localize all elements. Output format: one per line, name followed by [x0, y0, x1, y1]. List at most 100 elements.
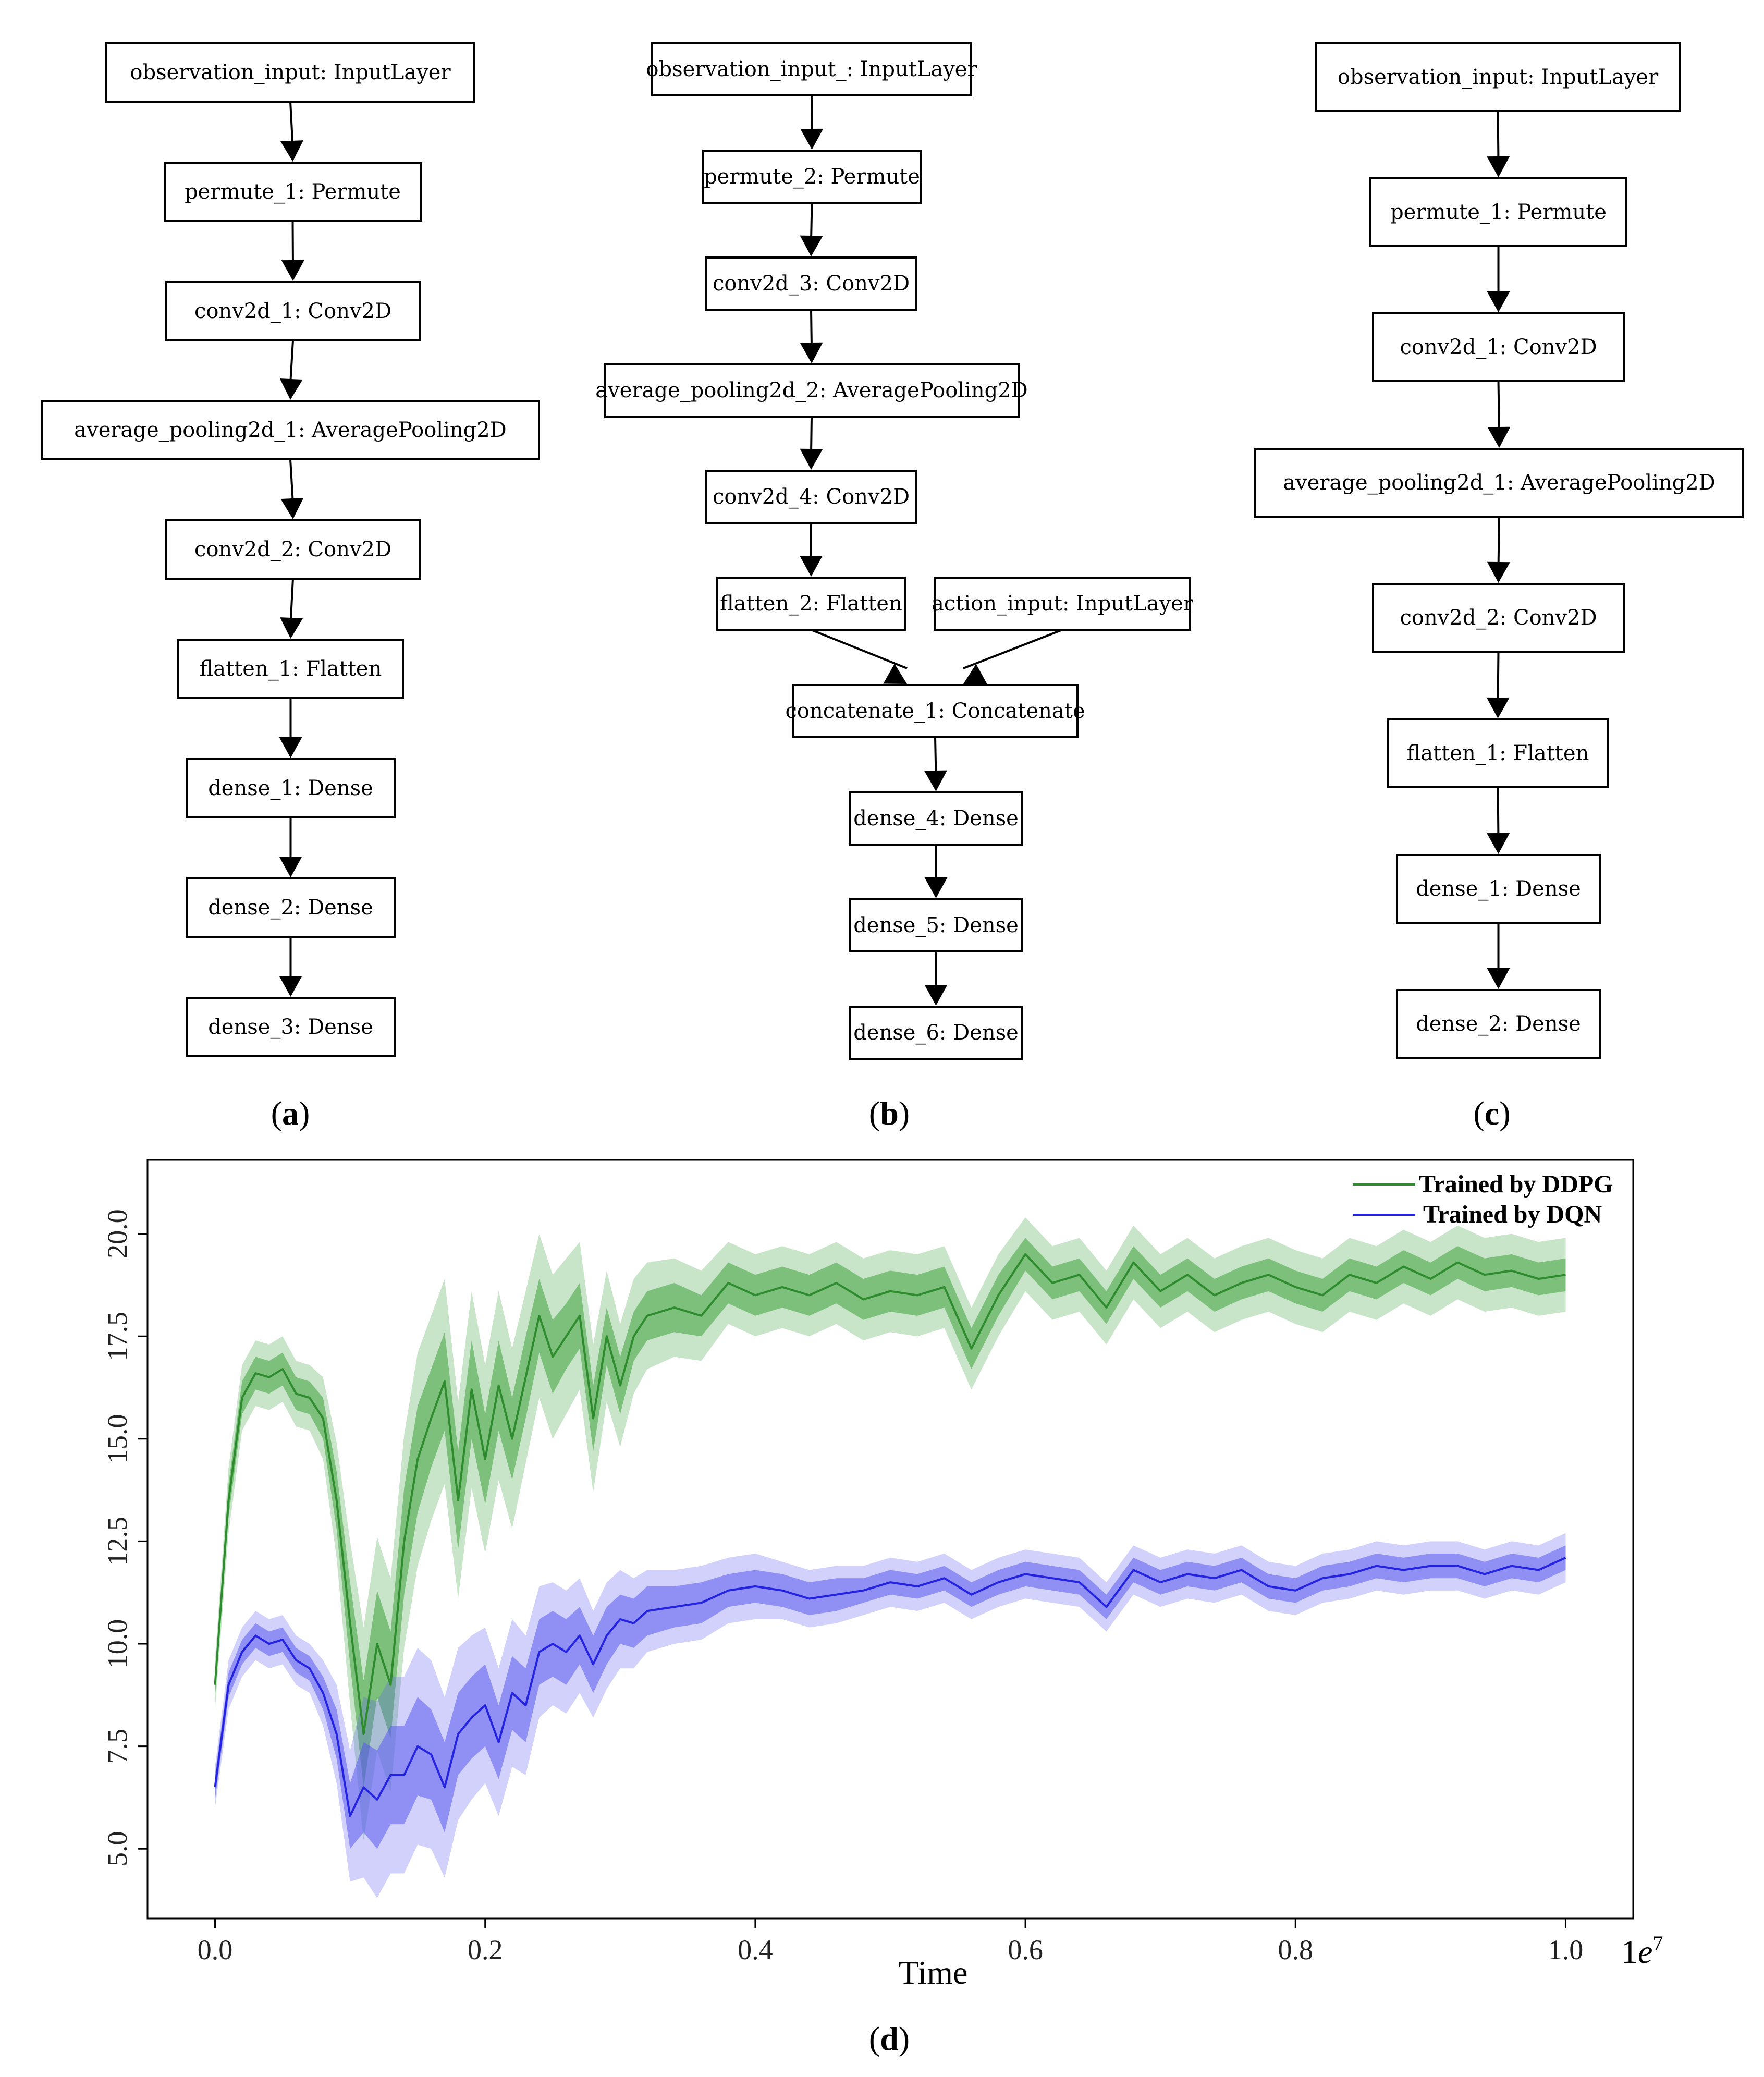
layer-label: conv2d_3: Conv2D: [713, 272, 910, 296]
chart-legend: Trained by DDPG Trained by DQN: [1353, 1170, 1613, 1228]
layer-node-b8: concatenate_1: Concatenate: [785, 684, 1085, 738]
layer-box: [164, 162, 422, 222]
layer-node-c8: dense_2: Dense: [1396, 989, 1601, 1059]
arrowhead-b7-b8: [963, 664, 987, 685]
layer-label: conv2d_1: Conv2D: [194, 299, 391, 323]
arrowhead-a7-a8: [279, 857, 302, 877]
x-tick-label: 1.0: [1548, 1934, 1584, 1965]
layer-label: flatten_2: Flatten: [720, 592, 902, 616]
x-tick-label: 0.6: [1008, 1934, 1043, 1965]
edge-a4-a5: [289, 459, 294, 504]
y-tick-label: 17.5: [102, 1312, 133, 1361]
layer-node-b10: dense_5: Dense: [849, 898, 1023, 952]
panel-label-a: (a): [271, 1095, 310, 1132]
layer-box: [186, 997, 396, 1057]
layer-box: [165, 519, 421, 580]
layer-node-c6: flatten_1: Flatten: [1387, 718, 1609, 788]
layer-node-a6: flatten_1: Flatten: [177, 639, 404, 699]
layer-box: [186, 877, 396, 938]
layer-node-a1: observation_input: InputLayer: [105, 42, 475, 103]
training-curve-chart: 0.0 0.2 0.4 0.6 0.8 1.0 5.0 7.5 10.0 12.5 15.0 17.…: [102, 1159, 1663, 1991]
layer-node-c2: permute_1: Permute: [1369, 177, 1627, 247]
series-line-dqn: [214, 1557, 1566, 1817]
y-axis-ticks: 5.0 7.5 10.0 12.5 15.0 17.5 20.0: [102, 1209, 148, 1866]
x-tick-label: 0.4: [738, 1934, 773, 1965]
layer-box: [177, 639, 404, 699]
panel-label-d: (d): [869, 2020, 910, 2057]
layer-label: dense_5: Dense: [853, 913, 1019, 937]
edge-b2-b3: [810, 202, 813, 241]
edge-c5-c6: [1497, 651, 1500, 703]
panel-label-c: (c): [1473, 1095, 1510, 1132]
edge-b3-b4: [810, 309, 813, 348]
layer-node-b5: conv2d_4: Conv2D: [705, 470, 917, 524]
arrowhead-c5-c6: [1486, 697, 1510, 718]
layer-node-b6: flatten_2: Flatten: [716, 577, 906, 631]
x-tick-label: 0.8: [1278, 1934, 1314, 1965]
arrowhead-b3-b4: [800, 342, 823, 363]
y-tick-label: 20.0: [102, 1209, 133, 1259]
series-line-ddpg: [214, 1253, 1566, 1736]
layer-label: dense_2: Dense: [1416, 1012, 1581, 1036]
layer-node-b9: dense_4: Dense: [849, 791, 1023, 846]
layer-label: observation_input: InputLayer: [1338, 65, 1659, 89]
y-tick-label: 10.0: [102, 1619, 133, 1669]
arrowhead-b8-b9: [924, 770, 947, 791]
arrowhead-b1-b2: [800, 128, 824, 150]
y-tick-label: 12.5: [102, 1517, 133, 1566]
layer-label: dense_1: Dense: [1416, 877, 1581, 901]
layer-label: dense_1: Dense: [208, 776, 373, 800]
layer-label: conv2d_4: Conv2D: [713, 485, 910, 509]
layer-label: dense_3: Dense: [208, 1015, 373, 1039]
arrowhead-b2-b3: [800, 235, 823, 256]
layer-label: average_pooling2d_1: AveragePooling2D: [1283, 471, 1716, 495]
layer-label: conv2d_2: Conv2D: [194, 537, 391, 561]
layer-node-a3: conv2d_1: Conv2D: [165, 281, 421, 341]
band-inner-ddpg: [215, 1238, 1566, 1788]
band-inner-dqn: [215, 1545, 1566, 1849]
panel-label-b: (b): [869, 1095, 910, 1132]
layer-box: [1396, 989, 1601, 1059]
layer-box: [849, 1006, 1023, 1060]
layer-label: dense_2: Dense: [208, 896, 373, 920]
layer-box: [186, 758, 396, 818]
layer-label: flatten_1: Flatten: [1407, 741, 1589, 765]
layer-box: [41, 400, 540, 460]
layer-box: [1372, 312, 1625, 382]
arrowhead-b4-b5: [800, 448, 823, 470]
x-axis-ticks: 0.0 0.2 0.4 0.6 0.8 1.0: [198, 1919, 1583, 1965]
edge-b7-b8: [963, 629, 1063, 669]
layer-node-c4: average_pooling2d_1: AveragePooling2D: [1254, 448, 1744, 518]
x-axis-title: Time: [899, 1954, 968, 1991]
arrowhead-b10-b11: [924, 985, 948, 1006]
layer-box: [604, 363, 1020, 418]
arrowhead-c6-c7: [1487, 833, 1510, 854]
edge-a3-a4: [289, 340, 294, 385]
arrowhead-b5-b6: [800, 556, 823, 577]
layer-box: [849, 791, 1023, 846]
arrowhead-a2-a3: [281, 260, 304, 281]
layer-box: [651, 42, 972, 96]
layer-node-a9: dense_3: Dense: [186, 997, 396, 1057]
layer-box: [1254, 448, 1744, 518]
layer-box: [1315, 42, 1681, 112]
layer-label: permute_1: Permute: [185, 180, 401, 204]
layer-label: average_pooling2d_2: AveragePooling2D: [595, 378, 1028, 402]
layer-node-a7: dense_1: Dense: [186, 758, 396, 818]
diagram-a: observation_input: InputLayer permute_1: …: [41, 42, 540, 1057]
layer-node-a2: permute_1: Permute: [164, 162, 422, 222]
arrowhead-c7-c8: [1487, 968, 1510, 989]
layer-box: [1372, 583, 1625, 653]
y-tick-label: 5.0: [102, 1831, 133, 1867]
arrowhead-c1-c2: [1487, 156, 1510, 177]
chart-bands: [215, 1217, 1566, 1898]
layer-node-b1: observation_input_: InputLayer: [646, 42, 977, 96]
x-axis-offset-label: 1e7: [1621, 1932, 1663, 1970]
layer-node-b2: permute_2: Permute: [702, 150, 922, 204]
diagram-c: observation_input: InputLayer permute_1: …: [1254, 42, 1744, 1059]
layer-node-c5: conv2d_2: Conv2D: [1372, 583, 1625, 653]
layer-node-a5: conv2d_2: Conv2D: [165, 519, 421, 580]
layer-box: [716, 577, 906, 631]
legend-label-dqn: Trained by DQN: [1423, 1201, 1602, 1228]
arrowhead-c3-c4: [1487, 426, 1511, 448]
